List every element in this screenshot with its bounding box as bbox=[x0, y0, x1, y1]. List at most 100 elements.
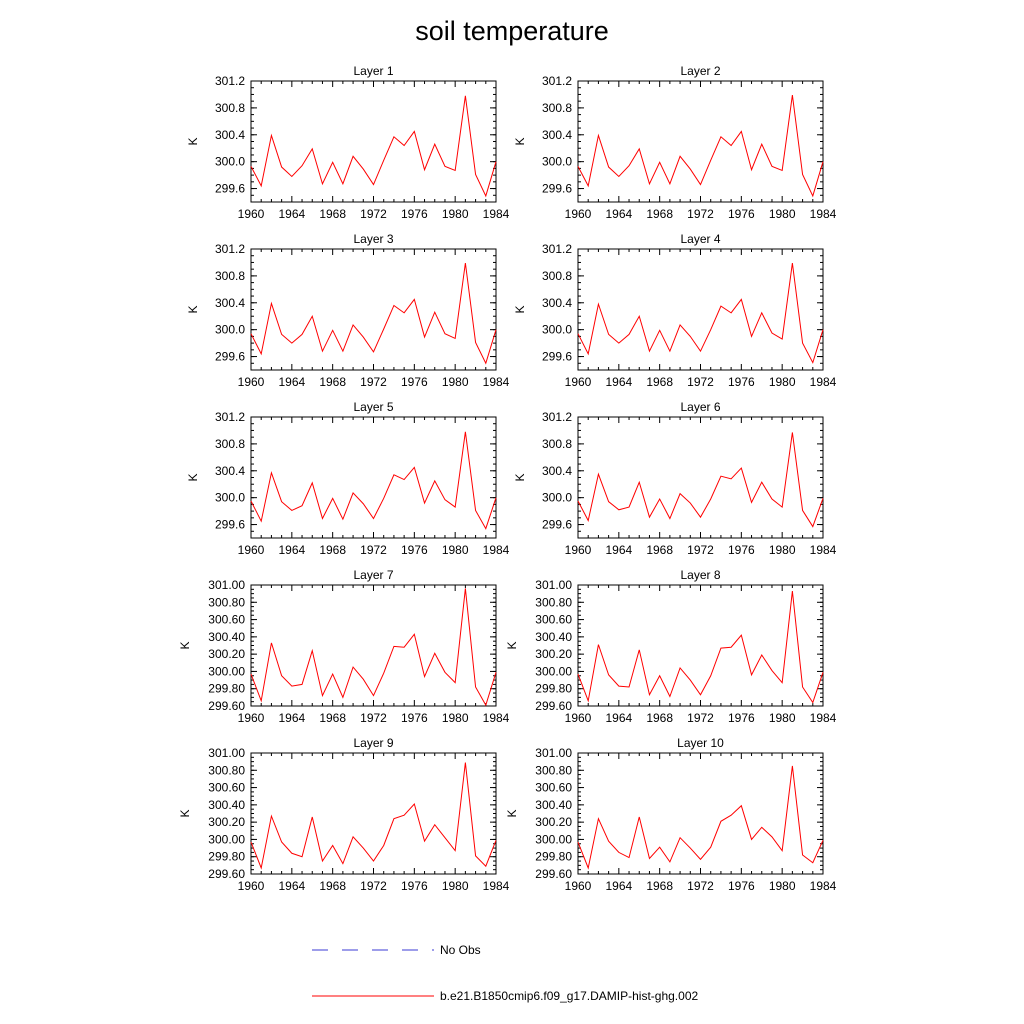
y-tick-label: 301.00 bbox=[535, 578, 572, 592]
y-tick-label: 299.60 bbox=[208, 699, 245, 713]
legend-model-label: b.e21.B1850cmip6.f09_g17.DAMIP-hist-ghg.… bbox=[440, 989, 698, 1003]
x-tick-label: 1960 bbox=[565, 543, 592, 557]
panel-grid: Layer 1 1960 1964 1968 1972 1976 1980 1984 299.6… bbox=[178, 64, 837, 893]
x-tick-label: 1964 bbox=[605, 711, 632, 725]
panel-title: Layer 9 bbox=[353, 736, 393, 750]
panel-layer-6: Layer 6 1960 1964 1968 1972 1976 1980 1984 299.6… bbox=[513, 400, 837, 557]
x-tick-label: 1980 bbox=[769, 543, 796, 557]
x-tick-label: 1980 bbox=[442, 207, 469, 221]
series-line bbox=[250, 762, 497, 870]
y-tick-label: 300.8 bbox=[215, 437, 245, 451]
y-axis-label: K bbox=[513, 473, 527, 481]
y-axis-label: K bbox=[505, 809, 519, 817]
y-tick-label: 300.00 bbox=[535, 832, 572, 846]
x-tick-label: 1964 bbox=[278, 711, 305, 725]
y-tick-label: 299.6 bbox=[542, 518, 572, 532]
y-tick-label: 300.8 bbox=[215, 101, 245, 115]
y-tick-label: 301.2 bbox=[215, 74, 245, 88]
y-tick-label: 301.2 bbox=[542, 74, 572, 88]
y-tick-label: 299.80 bbox=[535, 850, 572, 864]
y-tick-label: 301.2 bbox=[215, 410, 245, 424]
y-tick-label: 300.40 bbox=[535, 630, 572, 644]
y-tick-label: 301.00 bbox=[208, 746, 245, 760]
panel-title: Layer 10 bbox=[677, 736, 724, 750]
y-tick-label: 300.4 bbox=[215, 128, 245, 142]
y-tick-label: 301.00 bbox=[535, 746, 572, 760]
y-tick-label: 300.00 bbox=[208, 832, 245, 846]
y-tick-label: 299.60 bbox=[535, 867, 572, 881]
series-line bbox=[250, 95, 497, 198]
y-axis-label: K bbox=[513, 137, 527, 145]
y-tick-label: 300.60 bbox=[535, 781, 572, 795]
x-tick-label: 1984 bbox=[483, 207, 510, 221]
y-tick-label: 300.4 bbox=[542, 128, 572, 142]
series-line bbox=[577, 590, 824, 704]
x-tick-label: 1976 bbox=[401, 207, 428, 221]
x-tick-label: 1980 bbox=[769, 711, 796, 725]
x-tick-label: 1968 bbox=[646, 711, 673, 725]
figure-title: soil temperature bbox=[415, 16, 609, 46]
x-tick-label: 1968 bbox=[319, 207, 346, 221]
x-tick-label: 1964 bbox=[605, 543, 632, 557]
panel-layer-8: Layer 8 1960 1964 1968 1972 1976 1980 1984 299.6… bbox=[505, 568, 837, 725]
x-tick-label: 1984 bbox=[483, 879, 510, 893]
y-tick-label: 300.4 bbox=[215, 464, 245, 478]
y-tick-label: 300.80 bbox=[535, 595, 572, 609]
x-tick-label: 1976 bbox=[728, 879, 755, 893]
y-tick-label: 300.60 bbox=[208, 613, 245, 627]
panel-layer-4: Layer 4 1960 1964 1968 1972 1976 1980 1984 299.6… bbox=[513, 232, 837, 389]
x-tick-label: 1984 bbox=[483, 543, 510, 557]
x-tick-label: 1972 bbox=[687, 879, 714, 893]
x-tick-label: 1980 bbox=[442, 375, 469, 389]
x-tick-label: 1984 bbox=[810, 207, 837, 221]
series-line bbox=[250, 588, 497, 707]
x-tick-label: 1980 bbox=[442, 543, 469, 557]
x-tick-label: 1984 bbox=[810, 879, 837, 893]
y-axis-label: K bbox=[178, 809, 192, 817]
panel-layer-1: Layer 1 1960 1964 1968 1972 1976 1980 1984 299.6… bbox=[186, 64, 510, 221]
panel-title: Layer 2 bbox=[680, 64, 720, 78]
panel-title: Layer 5 bbox=[353, 400, 393, 414]
x-tick-label: 1960 bbox=[238, 543, 265, 557]
x-tick-label: 1960 bbox=[565, 207, 592, 221]
y-tick-label: 300.0 bbox=[215, 491, 245, 505]
x-tick-label: 1968 bbox=[646, 207, 673, 221]
x-tick-label: 1972 bbox=[360, 375, 387, 389]
panel-title: Layer 3 bbox=[353, 232, 393, 246]
x-tick-label: 1968 bbox=[319, 711, 346, 725]
y-tick-label: 299.80 bbox=[535, 682, 572, 696]
x-tick-label: 1976 bbox=[728, 543, 755, 557]
y-axis-label: K bbox=[186, 305, 200, 313]
x-tick-label: 1972 bbox=[360, 879, 387, 893]
y-tick-label: 301.2 bbox=[542, 242, 572, 256]
y-tick-label: 299.6 bbox=[215, 182, 245, 196]
y-tick-label: 300.4 bbox=[215, 296, 245, 310]
y-tick-label: 301.2 bbox=[215, 242, 245, 256]
x-tick-label: 1984 bbox=[810, 375, 837, 389]
x-tick-label: 1976 bbox=[401, 543, 428, 557]
y-tick-label: 299.80 bbox=[208, 682, 245, 696]
series-line bbox=[577, 432, 824, 528]
y-tick-label: 301.2 bbox=[542, 410, 572, 424]
y-tick-label: 300.80 bbox=[208, 595, 245, 609]
x-tick-label: 1964 bbox=[278, 375, 305, 389]
y-tick-label: 299.6 bbox=[215, 350, 245, 364]
x-tick-label: 1984 bbox=[810, 711, 837, 725]
panel-layer-7: Layer 7 1960 1964 1968 1972 1976 1980 1984 299.6… bbox=[178, 568, 510, 725]
x-tick-label: 1980 bbox=[769, 207, 796, 221]
x-tick-label: 1980 bbox=[769, 375, 796, 389]
y-tick-label: 299.6 bbox=[215, 518, 245, 532]
x-tick-label: 1964 bbox=[278, 879, 305, 893]
y-tick-label: 300.80 bbox=[535, 763, 572, 777]
panel-layer-10: Layer 10 1960 1964 1968 1972 1976 1980 1984 299.… bbox=[505, 736, 837, 893]
x-tick-label: 1980 bbox=[769, 879, 796, 893]
x-tick-label: 1972 bbox=[687, 543, 714, 557]
x-tick-label: 1980 bbox=[442, 879, 469, 893]
legend: No Obs b.e21.B1850cmip6.f09_g17.DAMIP-hi… bbox=[312, 943, 698, 1003]
panel-title: Layer 8 bbox=[680, 568, 720, 582]
x-tick-label: 1972 bbox=[360, 543, 387, 557]
x-tick-label: 1968 bbox=[646, 375, 673, 389]
x-tick-label: 1960 bbox=[238, 375, 265, 389]
x-tick-label: 1964 bbox=[278, 543, 305, 557]
x-tick-label: 1960 bbox=[238, 711, 265, 725]
